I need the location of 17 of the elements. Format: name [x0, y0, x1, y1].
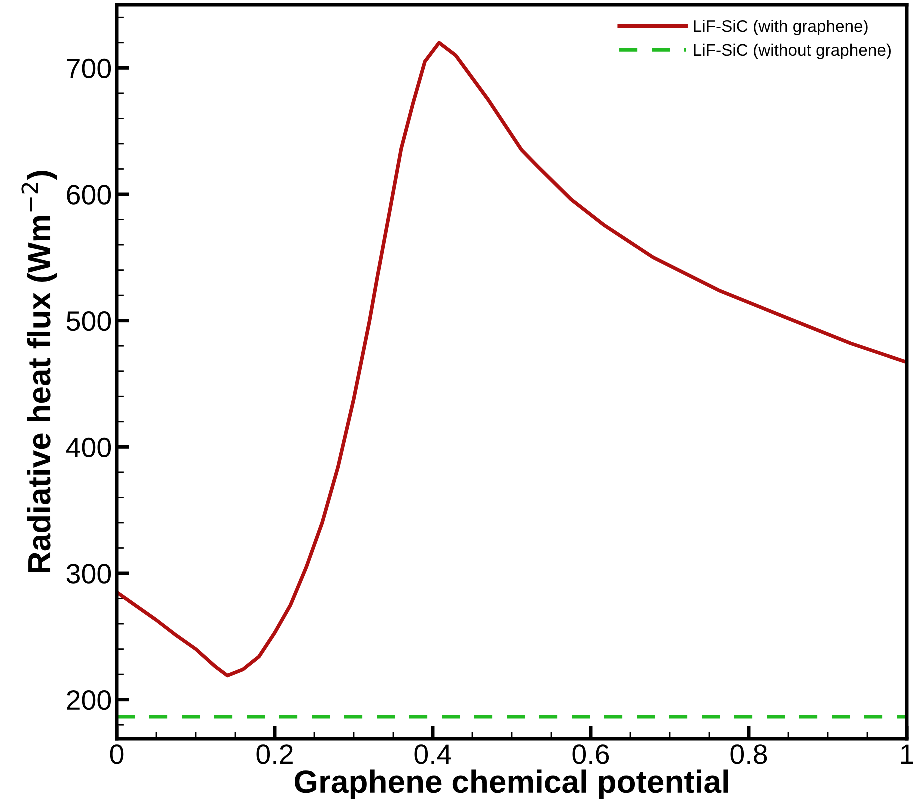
x-tick-label: 0.2	[256, 744, 293, 764]
y-tick-label: 500	[66, 312, 112, 332]
legend-label: LiF-SiC (without graphene)	[694, 44, 891, 60]
y-axis-title: Radiative heat flux (Wm$^{−2}$)	[22, 171, 58, 573]
y-tick-label: 200	[67, 690, 112, 710]
x-tick-label: 0	[110, 744, 124, 764]
y-tick-label: 300	[66, 564, 112, 584]
y-tick-label: 700	[67, 58, 112, 79]
legend-label: LiF-SiC (with graphene)	[694, 20, 868, 36]
x-axis-title: Graphene chemical potential	[294, 770, 728, 800]
x-tick-label: 0.8	[730, 744, 768, 764]
x-tick-label: 1	[901, 744, 914, 764]
y-tick-label: 400	[66, 438, 112, 458]
x-tick-label: 0.4	[414, 744, 452, 764]
line-series	[117, 41, 907, 678]
x-tick-label: 0.6	[572, 744, 610, 764]
y-tick-label: 600	[67, 185, 112, 205]
